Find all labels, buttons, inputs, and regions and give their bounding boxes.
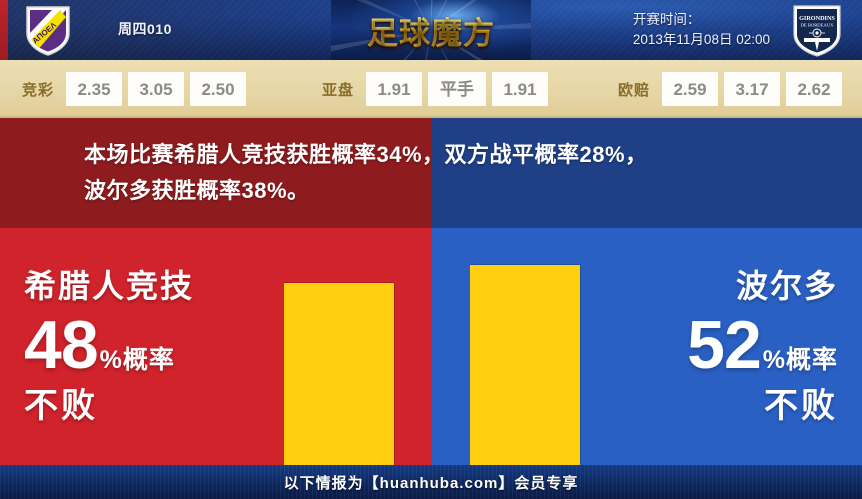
banner-text-block: 本场比赛希腊人竞技获胜概率34%，双方战平概率28%， 波尔多获胜概率38%。 xyxy=(0,118,862,228)
away-team-name: 波尔多 xyxy=(735,267,838,304)
footer-bar: 以下情报为【huanhuba.com】会员专享 xyxy=(0,465,862,499)
banner-line-1: 本场比赛希腊人竞技获胜概率34%，双方战平概率28%， xyxy=(84,142,648,167)
away-team-block: 波尔多 52 %概率 不败 xyxy=(572,228,852,465)
away-percent-row: 52 %概率 xyxy=(687,308,838,382)
odds-cell-draw[interactable]: 3.17 xyxy=(724,72,780,106)
odds-cell-handicap[interactable]: 平手 xyxy=(428,72,487,106)
odds-cell-away[interactable]: 1.91 xyxy=(492,72,549,106)
home-probability-bar xyxy=(284,283,394,465)
kickoff-time-block: 开赛时间： 2013年11月08日 02:00 xyxy=(633,10,770,50)
odds-group-label: 亚盘 xyxy=(322,81,355,99)
away-percent-value: 52 xyxy=(687,306,762,383)
home-team-name: 希腊人竞技 xyxy=(24,267,195,304)
home-percent-value: 48 xyxy=(24,306,99,383)
away-result-label: 不败 xyxy=(764,386,838,425)
odds-cell-home[interactable]: 2.35 xyxy=(66,72,123,106)
away-percent-suffix: %概率 xyxy=(762,345,838,374)
odds-group-european: 欧赔 2.59 3.17 2.62 xyxy=(618,72,842,106)
odds-cell-away[interactable]: 2.62 xyxy=(786,72,842,106)
odds-group-label: 欧赔 xyxy=(617,81,650,99)
match-round-label: 周四010 xyxy=(118,21,172,37)
odds-cell-home[interactable]: 1.91 xyxy=(366,72,423,106)
header-left-accent xyxy=(0,0,8,60)
kickoff-value: 2013年11月08日 02:00 xyxy=(632,32,770,47)
comparison-panels: 希腊人竞技 48 %概率 不败 波尔多 52 %概率 不败 xyxy=(0,228,862,465)
kickoff-label: 开赛时间： xyxy=(632,12,701,27)
banner-home-half xyxy=(0,118,432,228)
away-probability-bar xyxy=(470,265,580,465)
home-result-label: 不败 xyxy=(24,386,98,425)
footer-membership-text: 以下情报为【huanhuba.com】会员专享 xyxy=(283,474,579,492)
banner-line-2: 波尔多获胜概率38%。 xyxy=(84,178,310,203)
banner-away-half xyxy=(432,118,862,228)
odds-group-label: 竞彩 xyxy=(22,81,55,99)
home-percent-suffix: %概率 xyxy=(99,345,175,374)
brand-logo-block: 足球魔方 xyxy=(331,0,531,60)
odds-cell-away[interactable]: 2.50 xyxy=(190,72,247,106)
odds-cell-home[interactable]: 2.59 xyxy=(662,72,718,106)
odds-bar: 竞彩 2.35 3.05 2.50 亚盘 1.91 平手 1.91 欧赔 2.5… xyxy=(0,60,862,118)
header-bar: ΑΠΟΕΛ 周四010 足球魔方 开赛时间： 2013年11月08日 02:00… xyxy=(0,0,862,60)
home-team-block: 希腊人竞技 48 %概率 不败 xyxy=(10,228,290,465)
apoel-crest-icon: ΑΠΟΕΛ xyxy=(22,5,74,57)
svg-text:DE BORDEAUX: DE BORDEAUX xyxy=(801,23,834,28)
svg-text:GIRONDINS: GIRONDINS xyxy=(799,15,835,22)
probability-banner: 本场比赛希腊人竞技获胜概率34%，双方战平概率28%， 波尔多获胜概率38%。 xyxy=(0,118,862,228)
odds-group-asian: 亚盘 1.91 平手 1.91 xyxy=(322,72,549,106)
bordeaux-crest-icon: GIRONDINS DE BORDEAUX xyxy=(790,4,844,58)
home-percent-row: 48 %概率 xyxy=(24,308,175,382)
odds-group-jingcai: 竞彩 2.35 3.05 2.50 xyxy=(22,72,247,106)
odds-cell-draw[interactable]: 3.05 xyxy=(128,72,185,106)
brand-logo-text: 足球魔方 xyxy=(367,8,495,53)
